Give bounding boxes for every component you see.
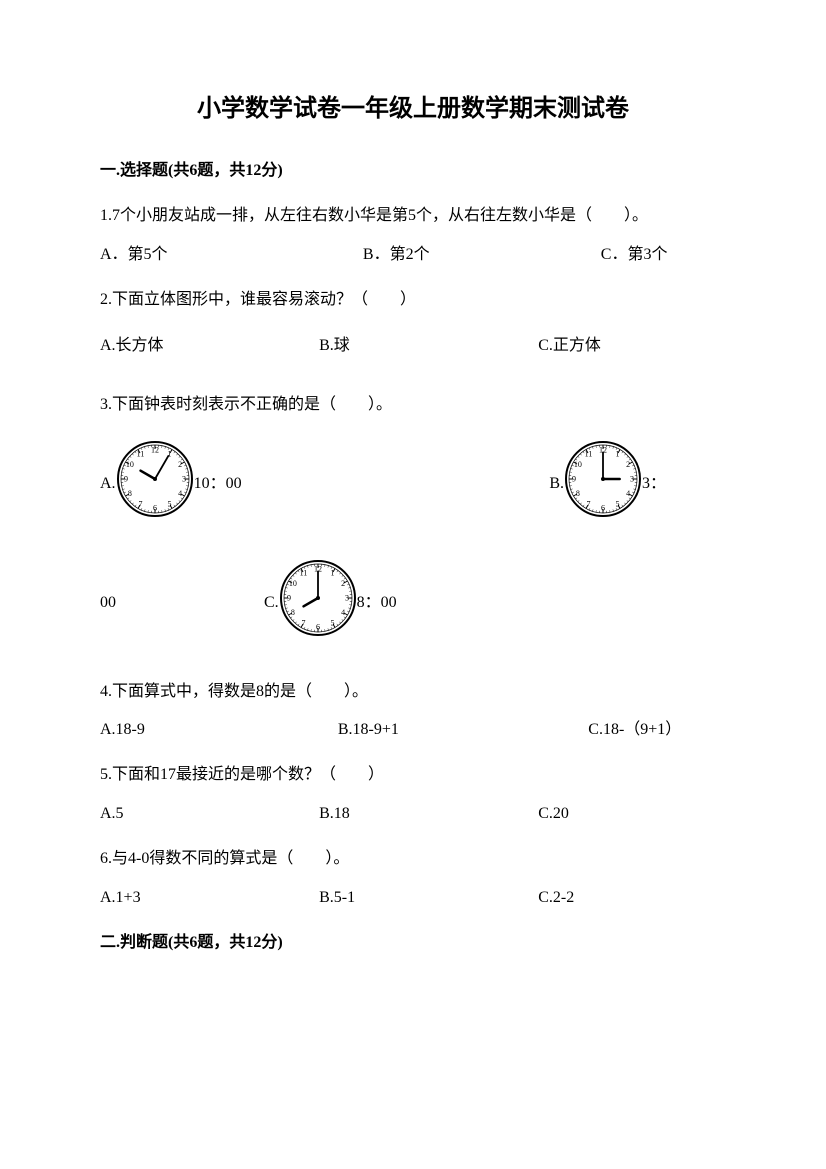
svg-text:12: 12: [151, 445, 159, 454]
svg-text:1: 1: [615, 449, 619, 458]
svg-text:8: 8: [127, 489, 131, 498]
question-4: 4.下面算式中，得数是8的是（ ）。 A.18-9 B.18-9+1 C.18-…: [100, 678, 726, 746]
q5-option-c: C.20: [538, 800, 726, 829]
q3-time-b: 3：: [642, 470, 666, 499]
svg-text:10: 10: [125, 460, 133, 469]
svg-text:5: 5: [167, 500, 171, 509]
question-5-options: A.5 B.18 C.20: [100, 800, 726, 829]
q3-label-a: A.: [100, 470, 116, 499]
svg-text:10: 10: [574, 460, 582, 469]
question-3-row-1: A. 123456789101112 10：00 B. 123456789101…: [100, 440, 726, 529]
q2-option-a: A.长方体: [100, 332, 319, 361]
clock-a-icon: 123456789101112: [116, 440, 194, 529]
q3-label-b: B.: [549, 470, 564, 499]
svg-text:6: 6: [153, 503, 157, 512]
svg-text:10: 10: [289, 579, 297, 588]
q4-option-c: C.18-（9+1）: [588, 716, 726, 745]
svg-text:2: 2: [341, 579, 345, 588]
svg-text:7: 7: [586, 500, 590, 509]
svg-text:3: 3: [182, 474, 186, 483]
question-4-text: 4.下面算式中，得数是8的是（ ）。: [100, 678, 726, 707]
q3-time-c: 8：00: [357, 589, 397, 618]
section-1-header: 一.选择题(共6题，共12分): [100, 158, 726, 184]
question-2-text: 2.下面立体图形中，谁最容易滚动？（ ）: [100, 286, 726, 315]
question-3: 3.下面钟表时刻表示不正确的是（ ）。 A. 123456789101112 1…: [100, 391, 726, 647]
svg-text:5: 5: [615, 500, 619, 509]
svg-text:6: 6: [601, 503, 605, 512]
question-1-text: 1.7个小朋友站成一排，从左往右数小华是第5个，从右往左数小华是（ ）。: [100, 202, 726, 231]
svg-text:8: 8: [576, 489, 580, 498]
svg-text:7: 7: [301, 618, 305, 627]
q1-option-b: B．第2个: [363, 241, 601, 270]
svg-text:9: 9: [572, 474, 576, 483]
q1-option-a: A．第5个: [100, 241, 363, 270]
question-6-options: A.1+3 B.5-1 C.2-2: [100, 884, 726, 913]
svg-text:4: 4: [341, 608, 345, 617]
q5-option-a: A.5: [100, 800, 319, 829]
question-6-text: 6.与4-0得数不同的算式是（ ）。: [100, 845, 726, 874]
q2-option-c: C.正方体: [538, 332, 726, 361]
svg-text:8: 8: [291, 608, 295, 617]
q4-option-b: B.18-9+1: [338, 716, 588, 745]
svg-text:5: 5: [330, 618, 334, 627]
q6-option-c: C.2-2: [538, 884, 726, 913]
section-2-header: 二.判断题(共6题，共12分): [100, 930, 726, 956]
question-4-options: A.18-9 B.18-9+1 C.18-（9+1）: [100, 716, 726, 745]
clock-c-icon: 123456789101112: [279, 559, 357, 648]
q2-option-b: B.球: [319, 332, 538, 361]
svg-text:11: 11: [136, 449, 144, 458]
svg-text:1: 1: [330, 568, 334, 577]
q4-option-a: A.18-9: [100, 716, 338, 745]
svg-text:2: 2: [178, 460, 182, 469]
question-5: 5.下面和17最接近的是哪个数？（ ） A.5 B.18 C.20: [100, 761, 726, 829]
svg-text:4: 4: [626, 489, 630, 498]
question-2: 2.下面立体图形中，谁最容易滚动？（ ） A.长方体 B.球 C.正方体: [100, 286, 726, 362]
q3-time-b-cont: 00: [100, 589, 116, 618]
svg-text:9: 9: [287, 593, 291, 602]
svg-text:7: 7: [138, 500, 142, 509]
svg-text:11: 11: [299, 568, 307, 577]
q3-label-c: C.: [264, 589, 279, 618]
q6-option-a: A.1+3: [100, 884, 319, 913]
clock-b-icon: 123456789101112: [564, 440, 642, 529]
question-3-text: 3.下面钟表时刻表示不正确的是（ ）。: [100, 391, 726, 420]
svg-text:3: 3: [630, 474, 634, 483]
question-1-options: A．第5个 B．第2个 C．第3个: [100, 241, 726, 270]
q3-time-a: 10：00: [194, 470, 242, 499]
question-3-row-2: 00 C. 123456789101112 8：00: [100, 559, 726, 648]
svg-text:9: 9: [124, 474, 128, 483]
question-1: 1.7个小朋友站成一排，从左往右数小华是第5个，从右往左数小华是（ ）。 A．第…: [100, 202, 726, 270]
svg-text:11: 11: [585, 449, 593, 458]
question-5-text: 5.下面和17最接近的是哪个数？（ ）: [100, 761, 726, 790]
svg-text:6: 6: [316, 622, 320, 631]
svg-text:2: 2: [626, 460, 630, 469]
q1-option-c: C．第3个: [601, 241, 726, 270]
q5-option-b: B.18: [319, 800, 538, 829]
q6-option-b: B.5-1: [319, 884, 538, 913]
question-6: 6.与4-0得数不同的算式是（ ）。 A.1+3 B.5-1 C.2-2: [100, 845, 726, 913]
page-title: 小学数学试卷一年级上册数学期末测试卷: [100, 90, 726, 128]
svg-text:4: 4: [178, 489, 182, 498]
svg-text:3: 3: [345, 593, 349, 602]
question-2-options: A.长方体 B.球 C.正方体: [100, 332, 726, 361]
